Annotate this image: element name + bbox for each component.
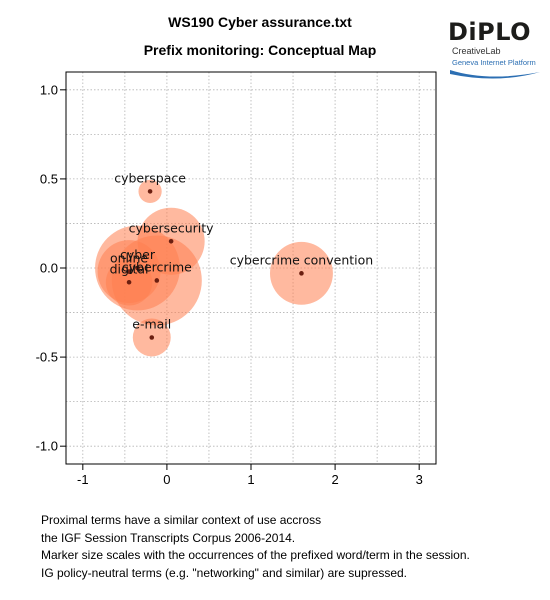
point-digital: [126, 279, 132, 285]
label-e-mail: e-mail: [132, 316, 171, 331]
label-cyber: cyber: [120, 247, 156, 262]
point-cybercrime-convention: [299, 271, 304, 276]
logo-swoosh-icon: [450, 70, 540, 79]
y-tick-label: -0.5: [36, 350, 58, 365]
label-cybersecurity: cybersecurity: [129, 220, 215, 235]
x-tick-label: 1: [247, 472, 254, 487]
point-cyber: [135, 265, 140, 271]
point-cyberspace: [147, 189, 153, 194]
y-tick-label: 0.0: [40, 261, 58, 276]
logo-line2: Geneva Internet Platform: [452, 58, 536, 67]
chart-subtitle: Prefix monitoring: Conceptual Map: [143, 42, 377, 58]
diplo-logo: DiPLO CreativeLab Geneva Internet Platfo…: [448, 18, 543, 88]
caption-line: Marker size scales with the occurrences …: [41, 548, 470, 562]
chart-title: WS190 Cyber assurance.txt: [168, 14, 352, 30]
label-cybercrime: cybercrime: [122, 259, 192, 274]
logo-line1: CreativeLab: [452, 46, 501, 56]
caption-line: the IGF Session Transcripts Corpus 2006-…: [41, 530, 296, 545]
y-tick-label: 1.0: [40, 82, 58, 97]
x-tick-label: 0: [163, 472, 170, 487]
point-cybersecurity: [168, 238, 174, 244]
y-tick-label: -1.0: [36, 439, 58, 454]
x-tick-label: -1: [77, 472, 89, 487]
x-tick-label: 3: [416, 472, 423, 487]
y-tick-label: 0.5: [40, 171, 58, 186]
label-online: online: [110, 251, 148, 266]
chart-caption: Proximal terms have a similar context of…: [41, 512, 470, 582]
caption-line: Proximal terms have a similar context of…: [41, 513, 322, 527]
label-cyberspace: cyberspace: [114, 170, 186, 185]
logo-wordmark: DiPLO: [448, 18, 532, 46]
point-online: [126, 269, 132, 274]
point-cybercrime: [154, 278, 160, 283]
label-cybercrime-convention: cybercrime convention: [230, 252, 373, 267]
label-digital: digital: [110, 261, 149, 276]
x-tick-label: 2: [331, 472, 338, 487]
caption-line: IG policy-neutral terms (e.g. "networkin…: [41, 565, 407, 580]
point-e-mail: [149, 335, 155, 340]
